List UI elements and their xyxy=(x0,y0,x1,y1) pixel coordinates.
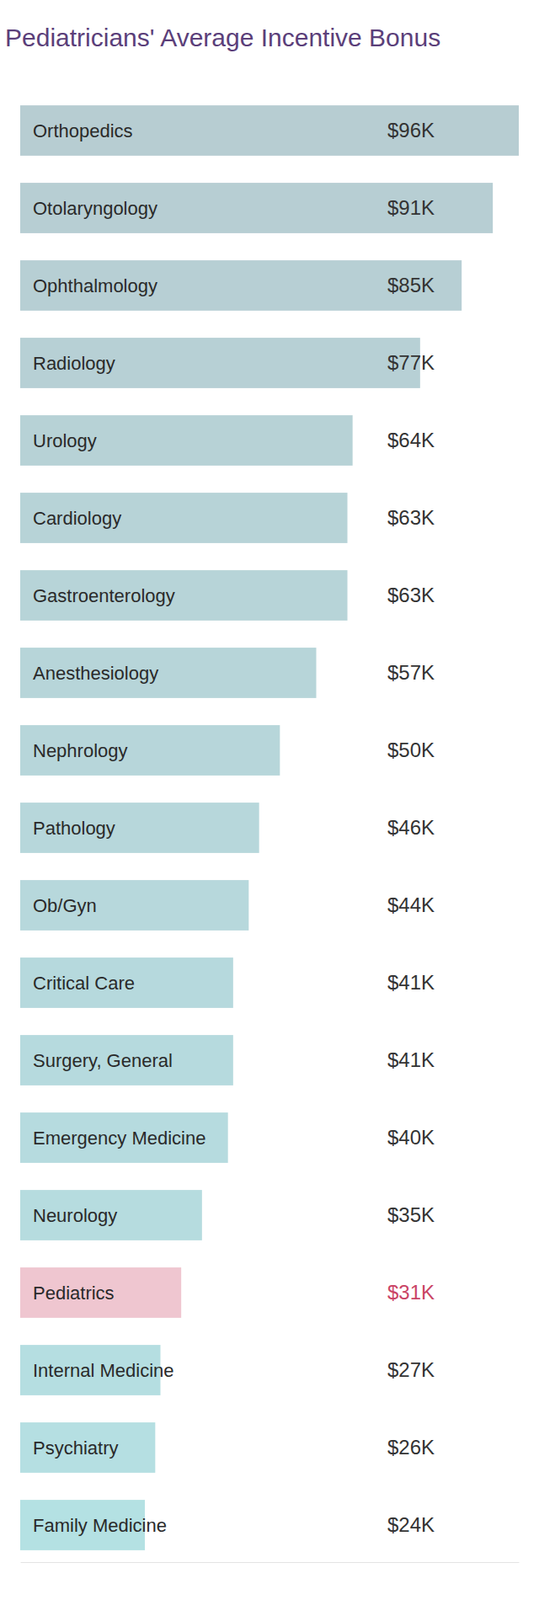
category-label: Anesthesiology xyxy=(32,662,159,684)
category-label: Critical Care xyxy=(32,972,135,994)
bar xyxy=(20,647,317,699)
bar xyxy=(20,415,353,466)
data-label: $46K xyxy=(387,816,435,839)
bar xyxy=(20,1112,229,1164)
data-label: $31K xyxy=(387,1280,435,1304)
bar xyxy=(20,1267,182,1319)
category-label: Pathology xyxy=(32,817,116,839)
category-label: Surgery, General xyxy=(32,1050,173,1072)
bars xyxy=(20,105,519,1551)
category-label: Cardiology xyxy=(32,507,122,529)
data-label: $44K xyxy=(387,893,435,917)
data-label: $41K xyxy=(387,971,435,994)
data-labels: $96K $91K $85K $77K $64K $63K $63K $57K $50K $46K… xyxy=(387,118,435,1537)
category-label: Gastroenterology xyxy=(32,585,176,607)
data-label: $41K xyxy=(387,1048,435,1072)
category-label: Pediatrics xyxy=(32,1282,115,1304)
category-label: Internal Medicine xyxy=(32,1360,175,1382)
data-label: $50K xyxy=(387,738,435,762)
category-label: Emergency Medicine xyxy=(32,1127,206,1149)
bar xyxy=(20,337,421,389)
category-label: Family Medicine xyxy=(32,1515,167,1537)
bar xyxy=(20,105,519,156)
category-label: Ophthalmology xyxy=(32,275,158,297)
bar xyxy=(20,1035,234,1086)
bar xyxy=(20,1422,155,1473)
category-label: Urology xyxy=(32,430,97,452)
x-axis-line xyxy=(21,1562,520,1564)
data-label: $63K xyxy=(387,583,435,607)
bar xyxy=(20,880,249,931)
bar xyxy=(20,1190,203,1241)
bar xyxy=(20,802,260,854)
category-label: Ob/Gyn xyxy=(32,895,97,917)
data-label: $57K xyxy=(387,661,435,684)
category-labels: Orthopedics Otolaryngology Ophthalmology Ra… xyxy=(32,120,206,1537)
data-label: $27K xyxy=(387,1358,435,1382)
data-label: $35K xyxy=(387,1203,435,1227)
category-label: Nephrology xyxy=(32,740,129,762)
bar xyxy=(20,260,462,311)
category-label: Radiology xyxy=(32,352,116,374)
data-label: $64K xyxy=(387,428,435,452)
data-label: $96K xyxy=(387,118,435,142)
bar xyxy=(20,957,234,1009)
bar xyxy=(20,182,493,234)
bar xyxy=(20,570,348,621)
data-label: $85K xyxy=(387,273,435,297)
data-label: $26K xyxy=(387,1435,435,1459)
data-label: $40K xyxy=(387,1126,435,1149)
category-label: Psychiatry xyxy=(32,1437,118,1459)
data-label: $24K xyxy=(387,1513,435,1537)
category-label: Orthopedics xyxy=(32,120,134,142)
bar xyxy=(20,725,280,776)
chart: Pediatricians' Average Incentive Bonus Or… xyxy=(0,0,539,1600)
x-axis xyxy=(21,1562,520,1564)
category-label: Neurology xyxy=(32,1205,118,1227)
category-label: Otolaryngology xyxy=(32,197,158,219)
data-label: $77K xyxy=(387,351,435,374)
data-label: $63K xyxy=(387,506,435,529)
data-label: $91K xyxy=(387,196,435,219)
title: Pediatricians' Average Incentive Bonus xyxy=(5,23,441,52)
bar xyxy=(20,492,348,544)
